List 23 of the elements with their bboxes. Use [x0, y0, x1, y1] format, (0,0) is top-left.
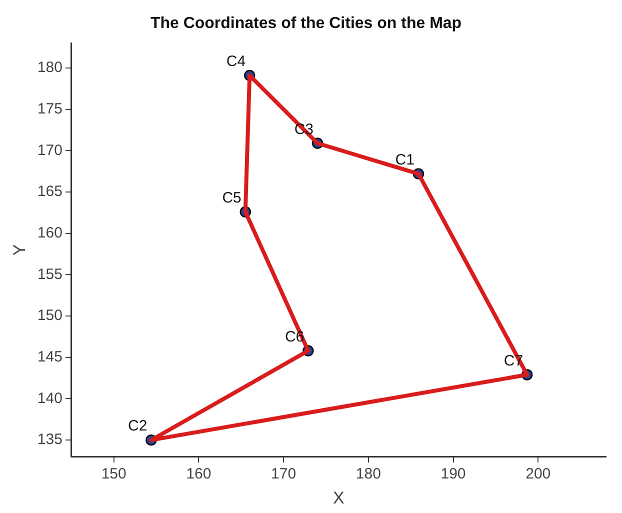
y-tick-label: 140: [37, 390, 62, 407]
x-axis-title: X: [333, 488, 344, 508]
chart-title: The Coordinates of the Cities on the Map: [150, 15, 462, 32]
y-tick-label: 150: [37, 307, 62, 324]
annotation: C2: [128, 418, 148, 435]
y-tick-label: 165: [37, 183, 62, 200]
x-tick-label: 200: [526, 466, 551, 483]
y-tick-label: 180: [37, 59, 62, 76]
x-tick-label: 170: [271, 466, 296, 483]
x-tick-label: 160: [186, 466, 212, 483]
y-tick-label: 155: [37, 266, 62, 283]
y-axis-title: Y: [10, 244, 29, 256]
y-tick-label: 170: [37, 142, 62, 159]
y-tick-label: 135: [37, 431, 62, 448]
annotation: C5: [222, 190, 242, 207]
x-tick-label: 180: [356, 466, 381, 483]
x-tick-label: 190: [440, 466, 466, 483]
y-tick-label: 145: [37, 348, 62, 366]
y-tick-label: 175: [37, 100, 62, 118]
x-tick-label: 150: [101, 466, 126, 483]
annotation: C4: [226, 53, 246, 70]
y-tick-label: 160: [37, 224, 62, 242]
annotation: C1: [395, 151, 414, 168]
